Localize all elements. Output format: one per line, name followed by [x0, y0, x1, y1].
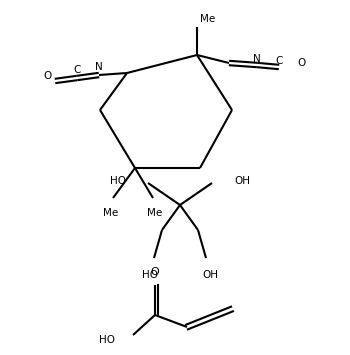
Text: OH: OH [234, 176, 250, 186]
Text: Me: Me [200, 14, 215, 24]
Text: C: C [275, 56, 283, 66]
Text: HO: HO [110, 176, 126, 186]
Text: Me: Me [147, 208, 163, 218]
Text: N: N [95, 62, 103, 72]
Text: C: C [73, 65, 81, 75]
Text: OH: OH [202, 270, 218, 280]
Text: O: O [297, 58, 305, 68]
Text: O: O [150, 267, 159, 277]
Text: Me: Me [103, 208, 119, 218]
Text: HO: HO [142, 270, 158, 280]
Text: HO: HO [99, 335, 115, 345]
Text: O: O [43, 71, 51, 81]
Text: N: N [253, 54, 261, 64]
